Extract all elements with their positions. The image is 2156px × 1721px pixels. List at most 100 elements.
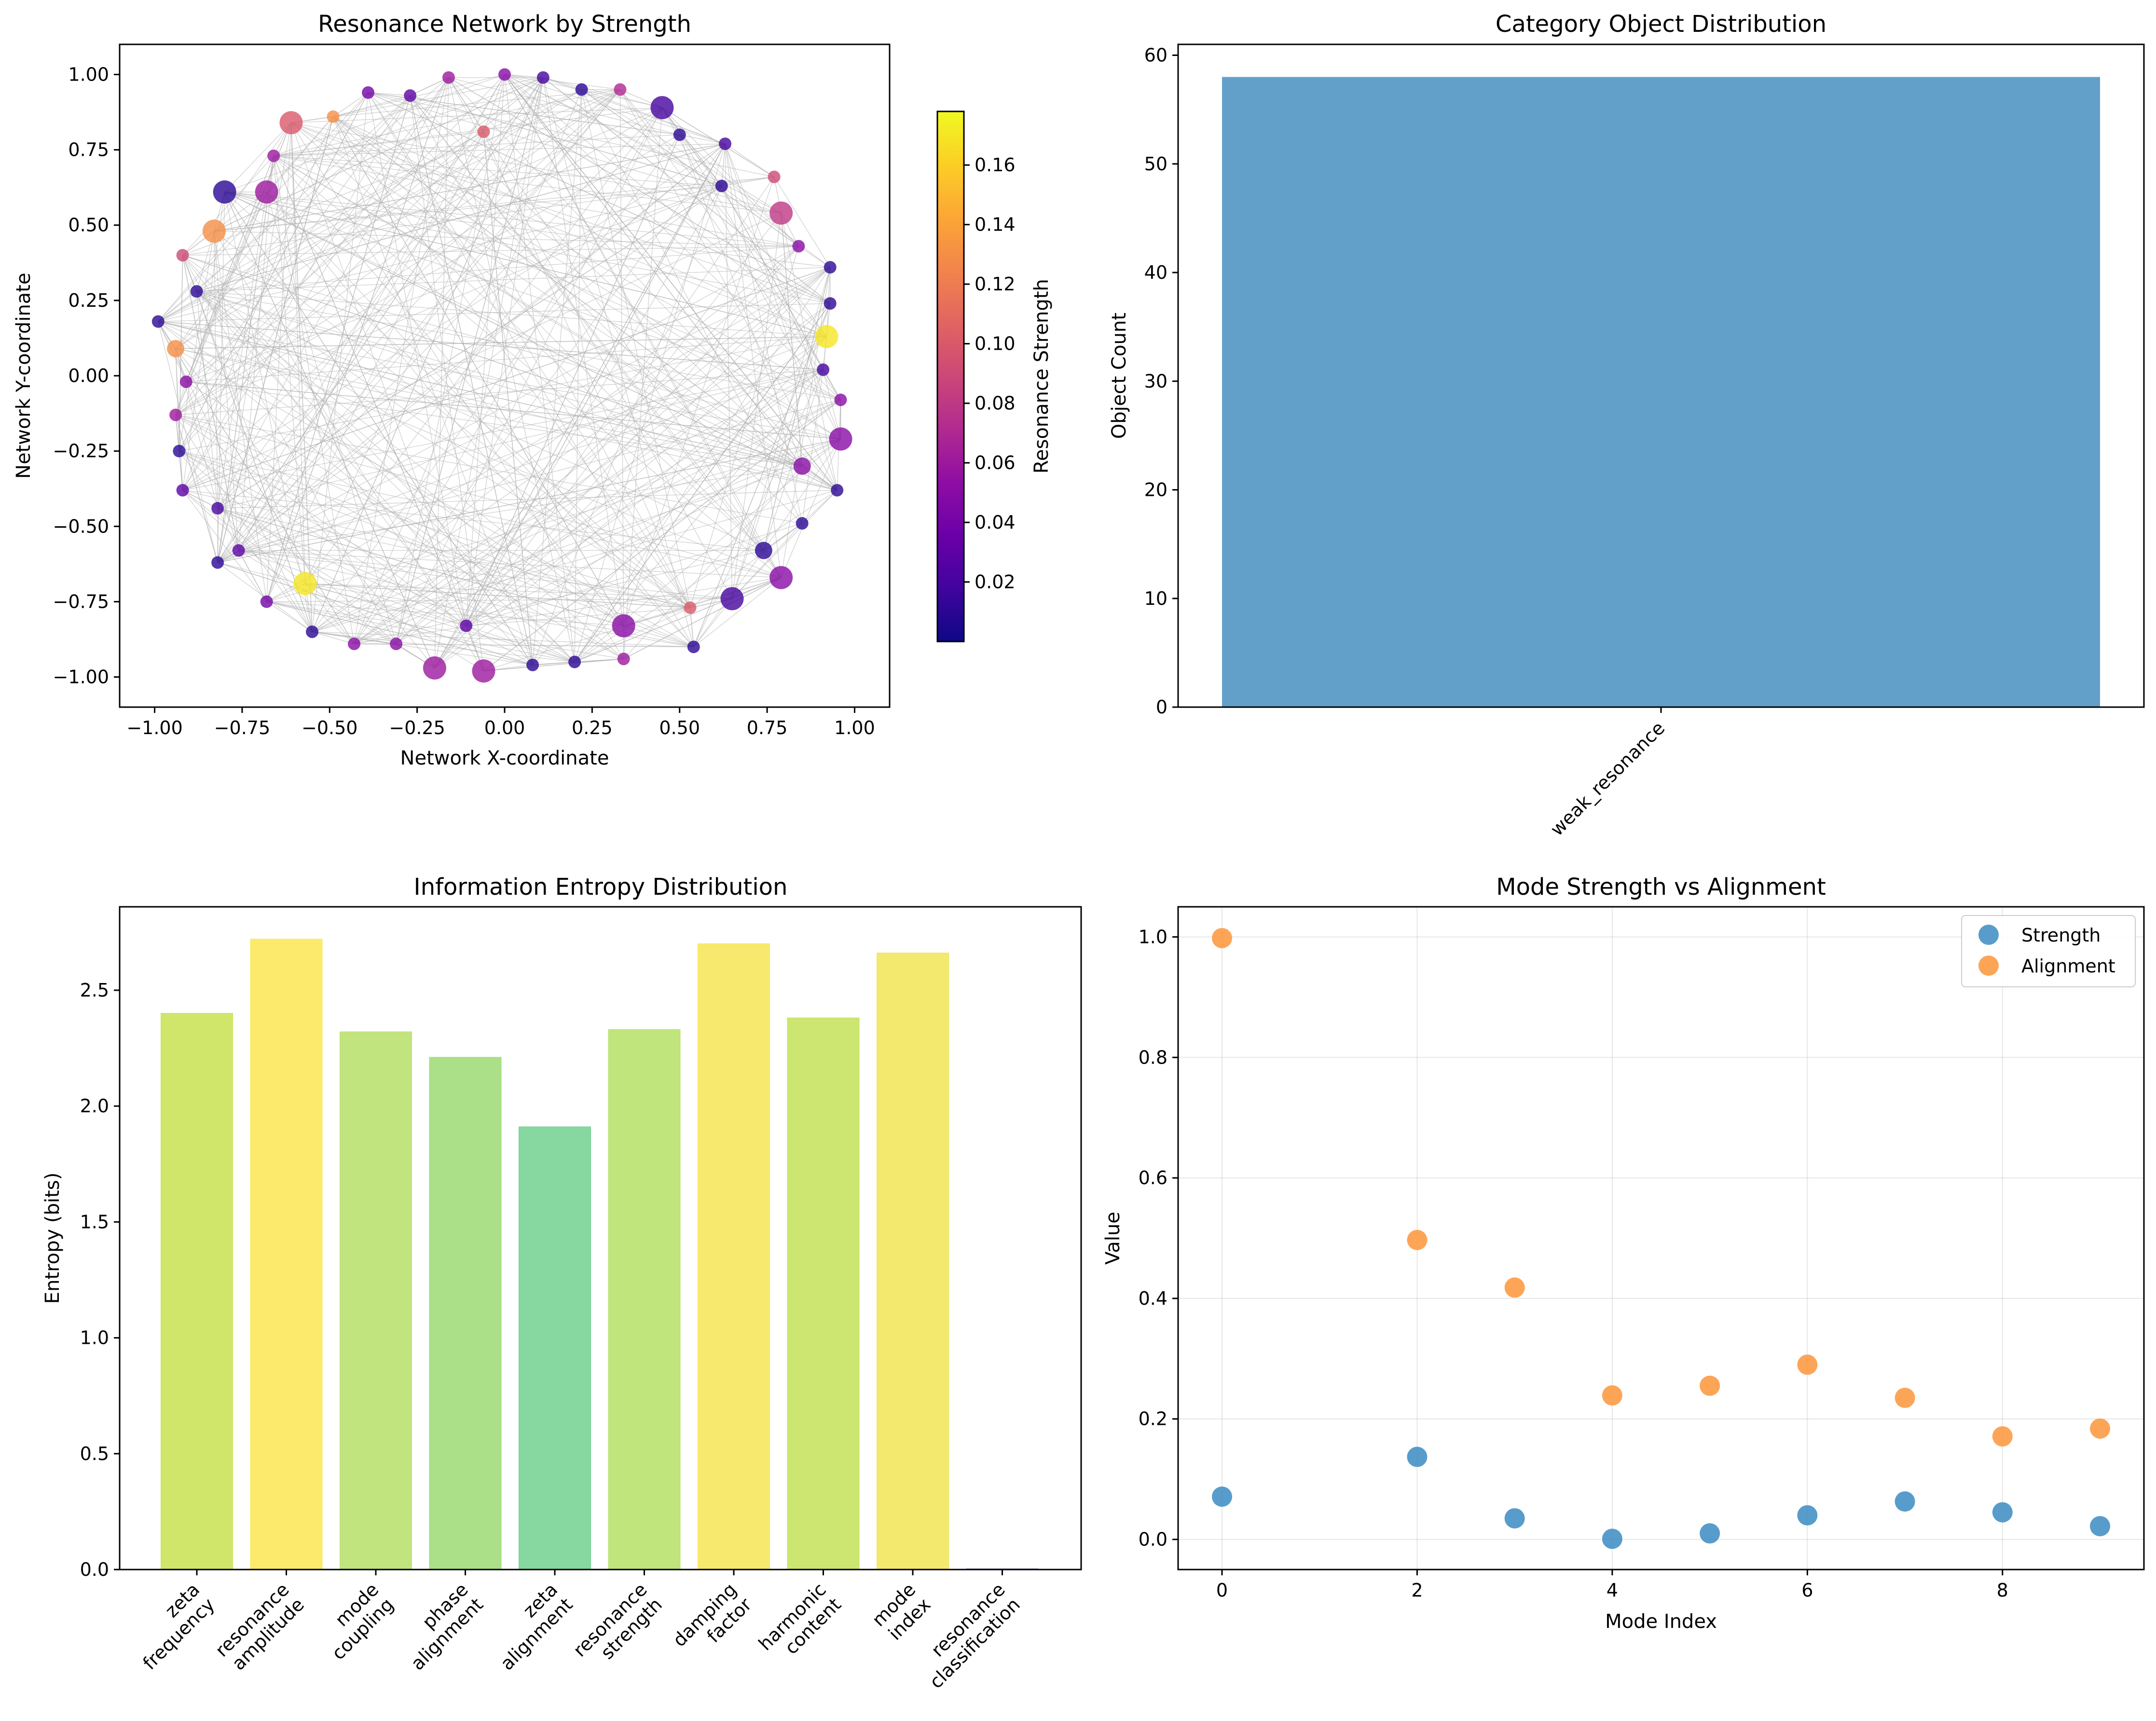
network-x-tick-label: 0.50 xyxy=(659,717,700,738)
network-node xyxy=(477,125,490,138)
mode-point-strength xyxy=(1602,1529,1622,1549)
network-edge xyxy=(312,369,824,632)
network-edge xyxy=(574,89,582,662)
network-edge xyxy=(179,451,183,491)
network-edge xyxy=(224,191,690,608)
network-node xyxy=(715,179,728,192)
network-edge xyxy=(581,89,803,524)
network-edge xyxy=(179,451,575,662)
network-edge xyxy=(182,490,218,509)
mode-y-tick-label: 0.6 xyxy=(1139,1167,1167,1188)
colorbar-tick-label: 0.08 xyxy=(975,393,1016,414)
network-edge xyxy=(217,508,484,671)
mode-point-strength xyxy=(1700,1523,1720,1544)
network-edge xyxy=(731,267,831,599)
network-x-tick-label: −0.50 xyxy=(302,717,357,738)
network-edge xyxy=(182,490,267,602)
network-edge xyxy=(661,107,722,186)
network-edge xyxy=(224,122,291,192)
entropy-y-tick-label: 2.5 xyxy=(80,980,109,1001)
mode-point-strength xyxy=(1992,1502,2013,1523)
network-edge xyxy=(196,291,313,632)
network-edge xyxy=(354,399,841,644)
mode-point-alignment xyxy=(1992,1426,2013,1447)
network-edge xyxy=(158,321,218,563)
entropy-y-label: Entropy (bits) xyxy=(41,1173,64,1304)
network-node xyxy=(831,484,844,497)
network-edge xyxy=(304,583,355,644)
network-edge xyxy=(186,381,841,439)
network-edge xyxy=(176,369,824,415)
network-edge xyxy=(679,134,722,186)
network-edge xyxy=(158,107,662,322)
network-edge xyxy=(182,255,197,292)
network-node xyxy=(176,484,189,497)
colorbar-tick-label: 0.12 xyxy=(975,273,1016,295)
network-node xyxy=(793,457,811,475)
network-node xyxy=(169,409,182,422)
network-edge xyxy=(410,95,764,551)
mode-point-strength xyxy=(2090,1516,2110,1537)
network-edge xyxy=(186,123,292,382)
network-edge xyxy=(396,246,799,644)
network-edge xyxy=(466,523,802,627)
network-edge xyxy=(304,77,544,584)
mode-legend-marker xyxy=(1978,925,1999,945)
network-edge xyxy=(354,107,663,644)
network-edge xyxy=(623,108,663,659)
mode-legend-label: Strength xyxy=(2021,925,2101,946)
entropy-bar xyxy=(161,1012,233,1570)
network-edge xyxy=(305,583,575,662)
network-edge xyxy=(182,155,274,256)
network-edge xyxy=(274,107,662,156)
network-edge xyxy=(332,116,624,626)
network-edge xyxy=(196,143,726,292)
network-edge xyxy=(368,92,467,626)
network-edge xyxy=(434,336,827,669)
network-edge xyxy=(266,598,732,602)
network-edge xyxy=(273,155,841,400)
mode-points xyxy=(1212,928,2110,1549)
network-edge xyxy=(693,369,824,647)
network-edge xyxy=(158,89,620,322)
network-x-ticks: −1.00 −0.75 −0.50 −0.25 0.00 0.25 0.50 0.75 1.00 xyxy=(126,707,875,738)
network-edge xyxy=(333,77,543,117)
mode-x-tick-label: 6 xyxy=(1801,1580,1813,1601)
network-edge xyxy=(725,143,803,524)
network-edge xyxy=(179,92,369,451)
network-edge xyxy=(434,246,799,669)
network-edge xyxy=(175,95,411,349)
network-edge xyxy=(483,658,624,671)
entropy-y-tick-label: 1.5 xyxy=(80,1211,109,1232)
network-x-tick-label: −0.25 xyxy=(389,717,445,738)
panel-resonance-network: Resonance Network by Strength −1.00 −0.75… xyxy=(13,11,1053,769)
network-edge xyxy=(305,583,690,608)
network-node xyxy=(687,641,700,654)
entropy-y-tick-label: 0.5 xyxy=(80,1443,109,1464)
network-node xyxy=(260,595,273,608)
network-edge xyxy=(214,143,726,232)
mode-point-alignment xyxy=(1212,928,1232,948)
network-edge xyxy=(291,122,841,439)
mode-point-alignment xyxy=(2090,1418,2110,1439)
mode-point-alignment xyxy=(1797,1354,1818,1375)
network-y-label: Network Y-coordinate xyxy=(13,273,35,478)
network-edge xyxy=(182,255,239,551)
category-y-tick-label: 50 xyxy=(1144,153,1167,175)
network-edge xyxy=(623,577,782,627)
entropy-plot-frame xyxy=(119,906,1082,1571)
network-edge xyxy=(448,77,733,599)
network-edge xyxy=(266,267,831,602)
network-node xyxy=(442,71,455,84)
network-edge xyxy=(266,601,313,632)
network-node xyxy=(460,619,473,632)
category-y-label: Object Count xyxy=(1108,313,1130,439)
network-edge xyxy=(332,116,691,608)
network-edge xyxy=(721,185,831,268)
network-edge xyxy=(725,144,733,599)
network-x-tick-label: −0.75 xyxy=(214,717,270,738)
network-edge xyxy=(333,116,838,491)
network-node xyxy=(755,542,772,560)
network-edge xyxy=(175,92,369,349)
